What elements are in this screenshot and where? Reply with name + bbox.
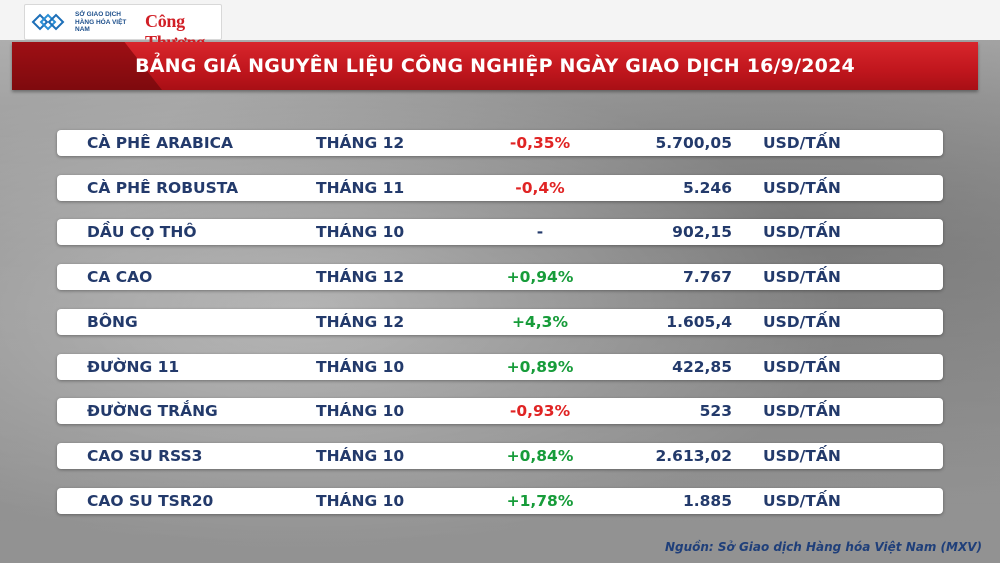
price-change: - — [536, 223, 544, 241]
exchange-logo-text: SỞ GIAO DỊCH HÀNG HÓA VIỆT NAM — [75, 11, 127, 33]
commodity-name: CÀ PHÊ ROBUSTA — [87, 179, 239, 197]
price-value: 5.700,05 — [655, 134, 733, 152]
logo-block: SỞ GIAO DỊCH HÀNG HÓA VIỆT NAM Công Thươ… — [24, 4, 222, 52]
title-banner — [12, 42, 978, 90]
table-row: CAO SU TSR20 THÁNG 10 +1,78% 1.885 USD/T… — [57, 488, 943, 514]
contract-month: THÁNG 10 — [316, 402, 405, 420]
commodity-name: ĐƯỜNG 11 — [87, 358, 180, 376]
table-row: CÀ PHÊ ROBUSTA THÁNG 11 -0,4% 5.246 USD/… — [57, 175, 943, 201]
price-change: -0,35% — [509, 134, 571, 152]
price-unit: USD/TẤN — [763, 223, 841, 241]
commodity-name: DẦU CỌ THÔ — [87, 223, 197, 241]
price-change: +4,3% — [512, 313, 568, 331]
commodity-name: CA CAO — [87, 268, 153, 286]
commodity-name: CÀ PHÊ ARABICA — [87, 134, 233, 152]
contract-month: THÁNG 10 — [316, 358, 405, 376]
price-change: +0,89% — [506, 358, 574, 376]
price-unit: USD/TẤN — [763, 402, 841, 420]
price-value: 2.613,02 — [655, 447, 733, 465]
contract-month: THÁNG 12 — [316, 268, 405, 286]
price-unit: USD/TẤN — [763, 134, 841, 152]
price-value: 902,15 — [672, 223, 732, 241]
price-change: +0,94% — [506, 268, 574, 286]
page-title: BẢNG GIÁ NGUYÊN LIỆU CÔNG NGHIỆP NGÀY GI… — [135, 55, 855, 77]
table-row: ĐƯỜNG 11 THÁNG 10 +0,89% 422,85 USD/TẤN — [57, 354, 943, 380]
price-unit: USD/TẤN — [763, 358, 841, 376]
price-value: 422,85 — [672, 358, 732, 376]
price-value: 7.767 — [682, 268, 732, 286]
price-change: -0,4% — [515, 179, 565, 197]
price-value: 1.605,4 — [666, 313, 732, 331]
contract-month: THÁNG 10 — [316, 447, 405, 465]
commodity-name: ĐƯỜNG TRẮNG — [87, 402, 218, 420]
price-unit: USD/TẤN — [763, 313, 841, 331]
contract-month: THÁNG 11 — [316, 179, 405, 197]
table-row: CA CAO THÁNG 12 +0,94% 7.767 USD/TẤN — [57, 264, 943, 290]
contract-month: THÁNG 12 — [316, 134, 405, 152]
price-change: +1,78% — [506, 492, 574, 510]
commodity-name: BÔNG — [87, 313, 138, 331]
price-unit: USD/TẤN — [763, 447, 841, 465]
contract-month: THÁNG 10 — [316, 223, 405, 241]
price-value: 1.885 — [682, 492, 732, 510]
table-row: DẦU CỌ THÔ THÁNG 10 - 902,15 USD/TẤN — [57, 219, 943, 245]
exchange-logo-icon — [31, 13, 65, 31]
table-row: CÀ PHÊ ARABICA THÁNG 12 -0,35% 5.700,05 … — [57, 130, 943, 156]
commodity-name: CAO SU RSS3 — [87, 447, 203, 465]
contract-month: THÁNG 12 — [316, 313, 405, 331]
price-unit: USD/TẤN — [763, 268, 841, 286]
table-row: CAO SU RSS3 THÁNG 10 +0,84% 2.613,02 USD… — [57, 443, 943, 469]
header-strip: SỞ GIAO DỊCH HÀNG HÓA VIỆT NAM Công Thươ… — [0, 0, 1000, 52]
price-change: +0,84% — [506, 447, 574, 465]
price-unit: USD/TẤN — [763, 179, 841, 197]
commodity-name: CAO SU TSR20 — [87, 492, 214, 510]
table-row: BÔNG THÁNG 12 +4,3% 1.605,4 USD/TẤN — [57, 309, 943, 335]
price-value: 523 — [699, 402, 732, 420]
source-note: Nguồn: Sở Giao dịch Hàng hóa Việt Nam (M… — [664, 540, 982, 554]
price-change: -0,93% — [509, 402, 571, 420]
price-value: 5.246 — [682, 179, 732, 197]
table-row: ĐƯỜNG TRẮNG THÁNG 10 -0,93% 523 USD/TẤN — [57, 398, 943, 424]
price-unit: USD/TẤN — [763, 492, 841, 510]
contract-month: THÁNG 10 — [316, 492, 405, 510]
